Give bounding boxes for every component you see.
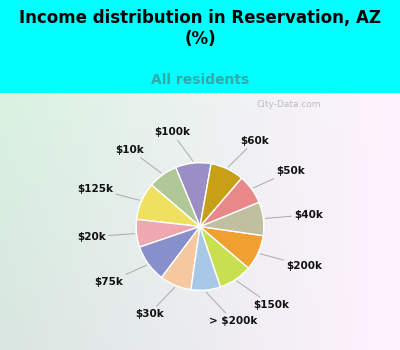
Wedge shape — [136, 219, 200, 247]
Text: $60k: $60k — [228, 136, 269, 167]
Text: $100k: $100k — [154, 127, 193, 161]
Wedge shape — [200, 178, 259, 226]
Text: > $200k: > $200k — [206, 292, 257, 326]
Wedge shape — [176, 163, 211, 226]
Wedge shape — [200, 226, 263, 268]
Text: Income distribution in Reservation, AZ
(%): Income distribution in Reservation, AZ (… — [19, 9, 381, 48]
Wedge shape — [200, 202, 264, 236]
Wedge shape — [200, 164, 242, 226]
Wedge shape — [136, 185, 200, 226]
Text: $50k: $50k — [253, 166, 306, 188]
Text: $40k: $40k — [265, 210, 323, 220]
Text: City-Data.com: City-Data.com — [256, 100, 321, 110]
Text: $30k: $30k — [135, 287, 175, 319]
Wedge shape — [162, 226, 200, 290]
Wedge shape — [191, 226, 220, 290]
Text: All residents: All residents — [151, 74, 249, 88]
Text: $10k: $10k — [116, 145, 161, 173]
Text: $125k: $125k — [77, 184, 140, 200]
Text: $75k: $75k — [94, 265, 147, 287]
Text: $150k: $150k — [237, 281, 289, 310]
Text: $200k: $200k — [260, 254, 322, 271]
Text: $20k: $20k — [77, 232, 134, 242]
Wedge shape — [152, 168, 200, 226]
Wedge shape — [200, 226, 248, 287]
Wedge shape — [140, 226, 200, 278]
